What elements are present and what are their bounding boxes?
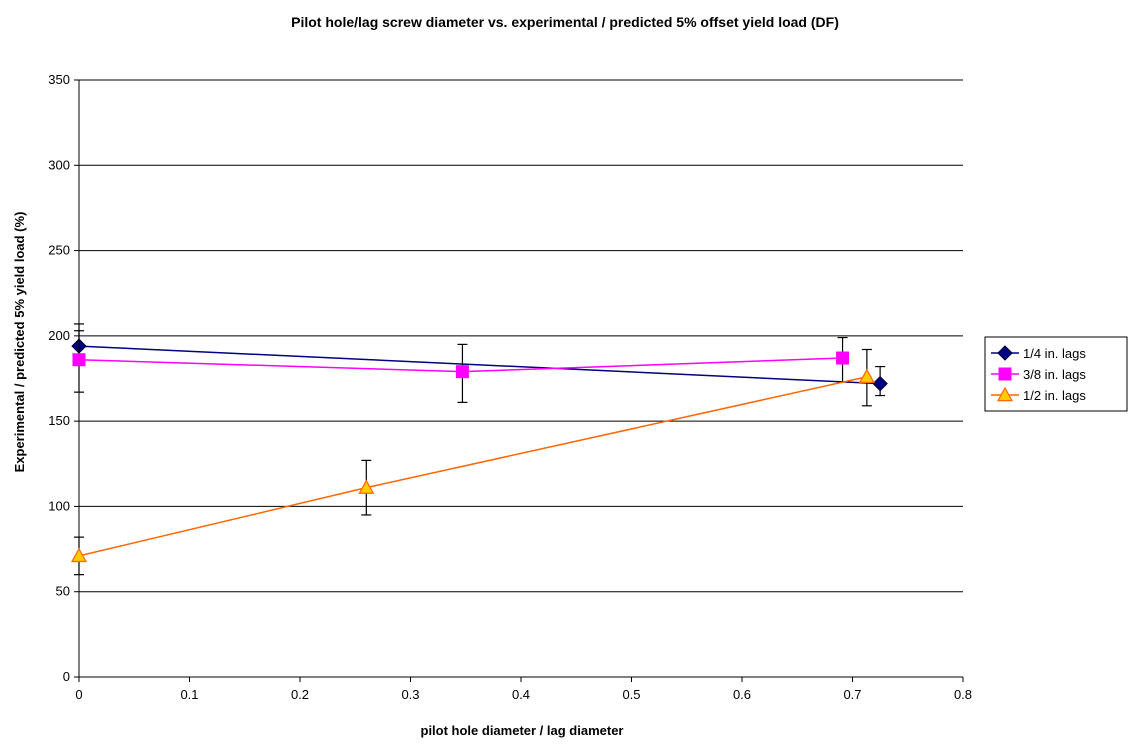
x-tick-label: 0 [75, 687, 82, 702]
x-tick-label: 0.6 [733, 687, 751, 702]
x-tick-label: 0.2 [291, 687, 309, 702]
y-tick-label: 350 [48, 72, 70, 87]
series-layer [70, 323, 888, 576]
legend-swatch-marker [998, 367, 1012, 381]
x-tick-label: 0.1 [180, 687, 198, 702]
y-tick-label: 250 [48, 243, 70, 258]
series-line [78, 376, 868, 557]
legend-label: 1/4 in. lags [1023, 346, 1086, 361]
series-3 [70, 348, 875, 576]
y-axis-title: Experimental / predicted 5% yield load (… [12, 212, 27, 473]
x-axis-title: pilot hole diameter / lag diameter [421, 723, 624, 738]
chart-title: Pilot hole/lag screw diameter vs. experi… [291, 14, 839, 30]
legend-label: 3/8 in. lags [1023, 367, 1086, 382]
y-tick-label: 50 [56, 584, 70, 599]
data-point [836, 351, 850, 365]
x-tick-label: 0.5 [622, 687, 640, 702]
y-tick-label: 200 [48, 328, 70, 343]
tick-labels: 0 50 100 150 200 250 300 350 0 0.1 0.2 0.3 0.4 0.5 0.6… [48, 72, 972, 702]
data-point [872, 375, 888, 392]
x-tick-label: 0.3 [401, 687, 419, 702]
data-point [455, 365, 469, 379]
x-tick-label: 0.7 [843, 687, 861, 702]
series-line [78, 345, 881, 385]
legend: 1/4 in. lags 3/8 in. lags 1/2 in. lags [984, 336, 1128, 412]
grid-lines [79, 79, 963, 593]
legend-swatch-marker [997, 345, 1013, 361]
series-1 [71, 323, 888, 397]
data-point [70, 547, 88, 563]
data-point [358, 479, 375, 494]
y-tick-label: 100 [48, 498, 70, 513]
data-point [858, 368, 875, 383]
x-tick-label: 0.4 [512, 687, 530, 702]
x-tick-label: 0.8 [954, 687, 972, 702]
y-tick-label: 300 [48, 157, 70, 172]
legend-label: 1/2 in. lags [1023, 388, 1086, 403]
legend-swatch-marker [996, 386, 1014, 402]
series-2 [72, 330, 850, 403]
data-point [72, 353, 86, 367]
y-tick-label: 0 [63, 669, 70, 684]
y-tick-label: 150 [48, 413, 70, 428]
